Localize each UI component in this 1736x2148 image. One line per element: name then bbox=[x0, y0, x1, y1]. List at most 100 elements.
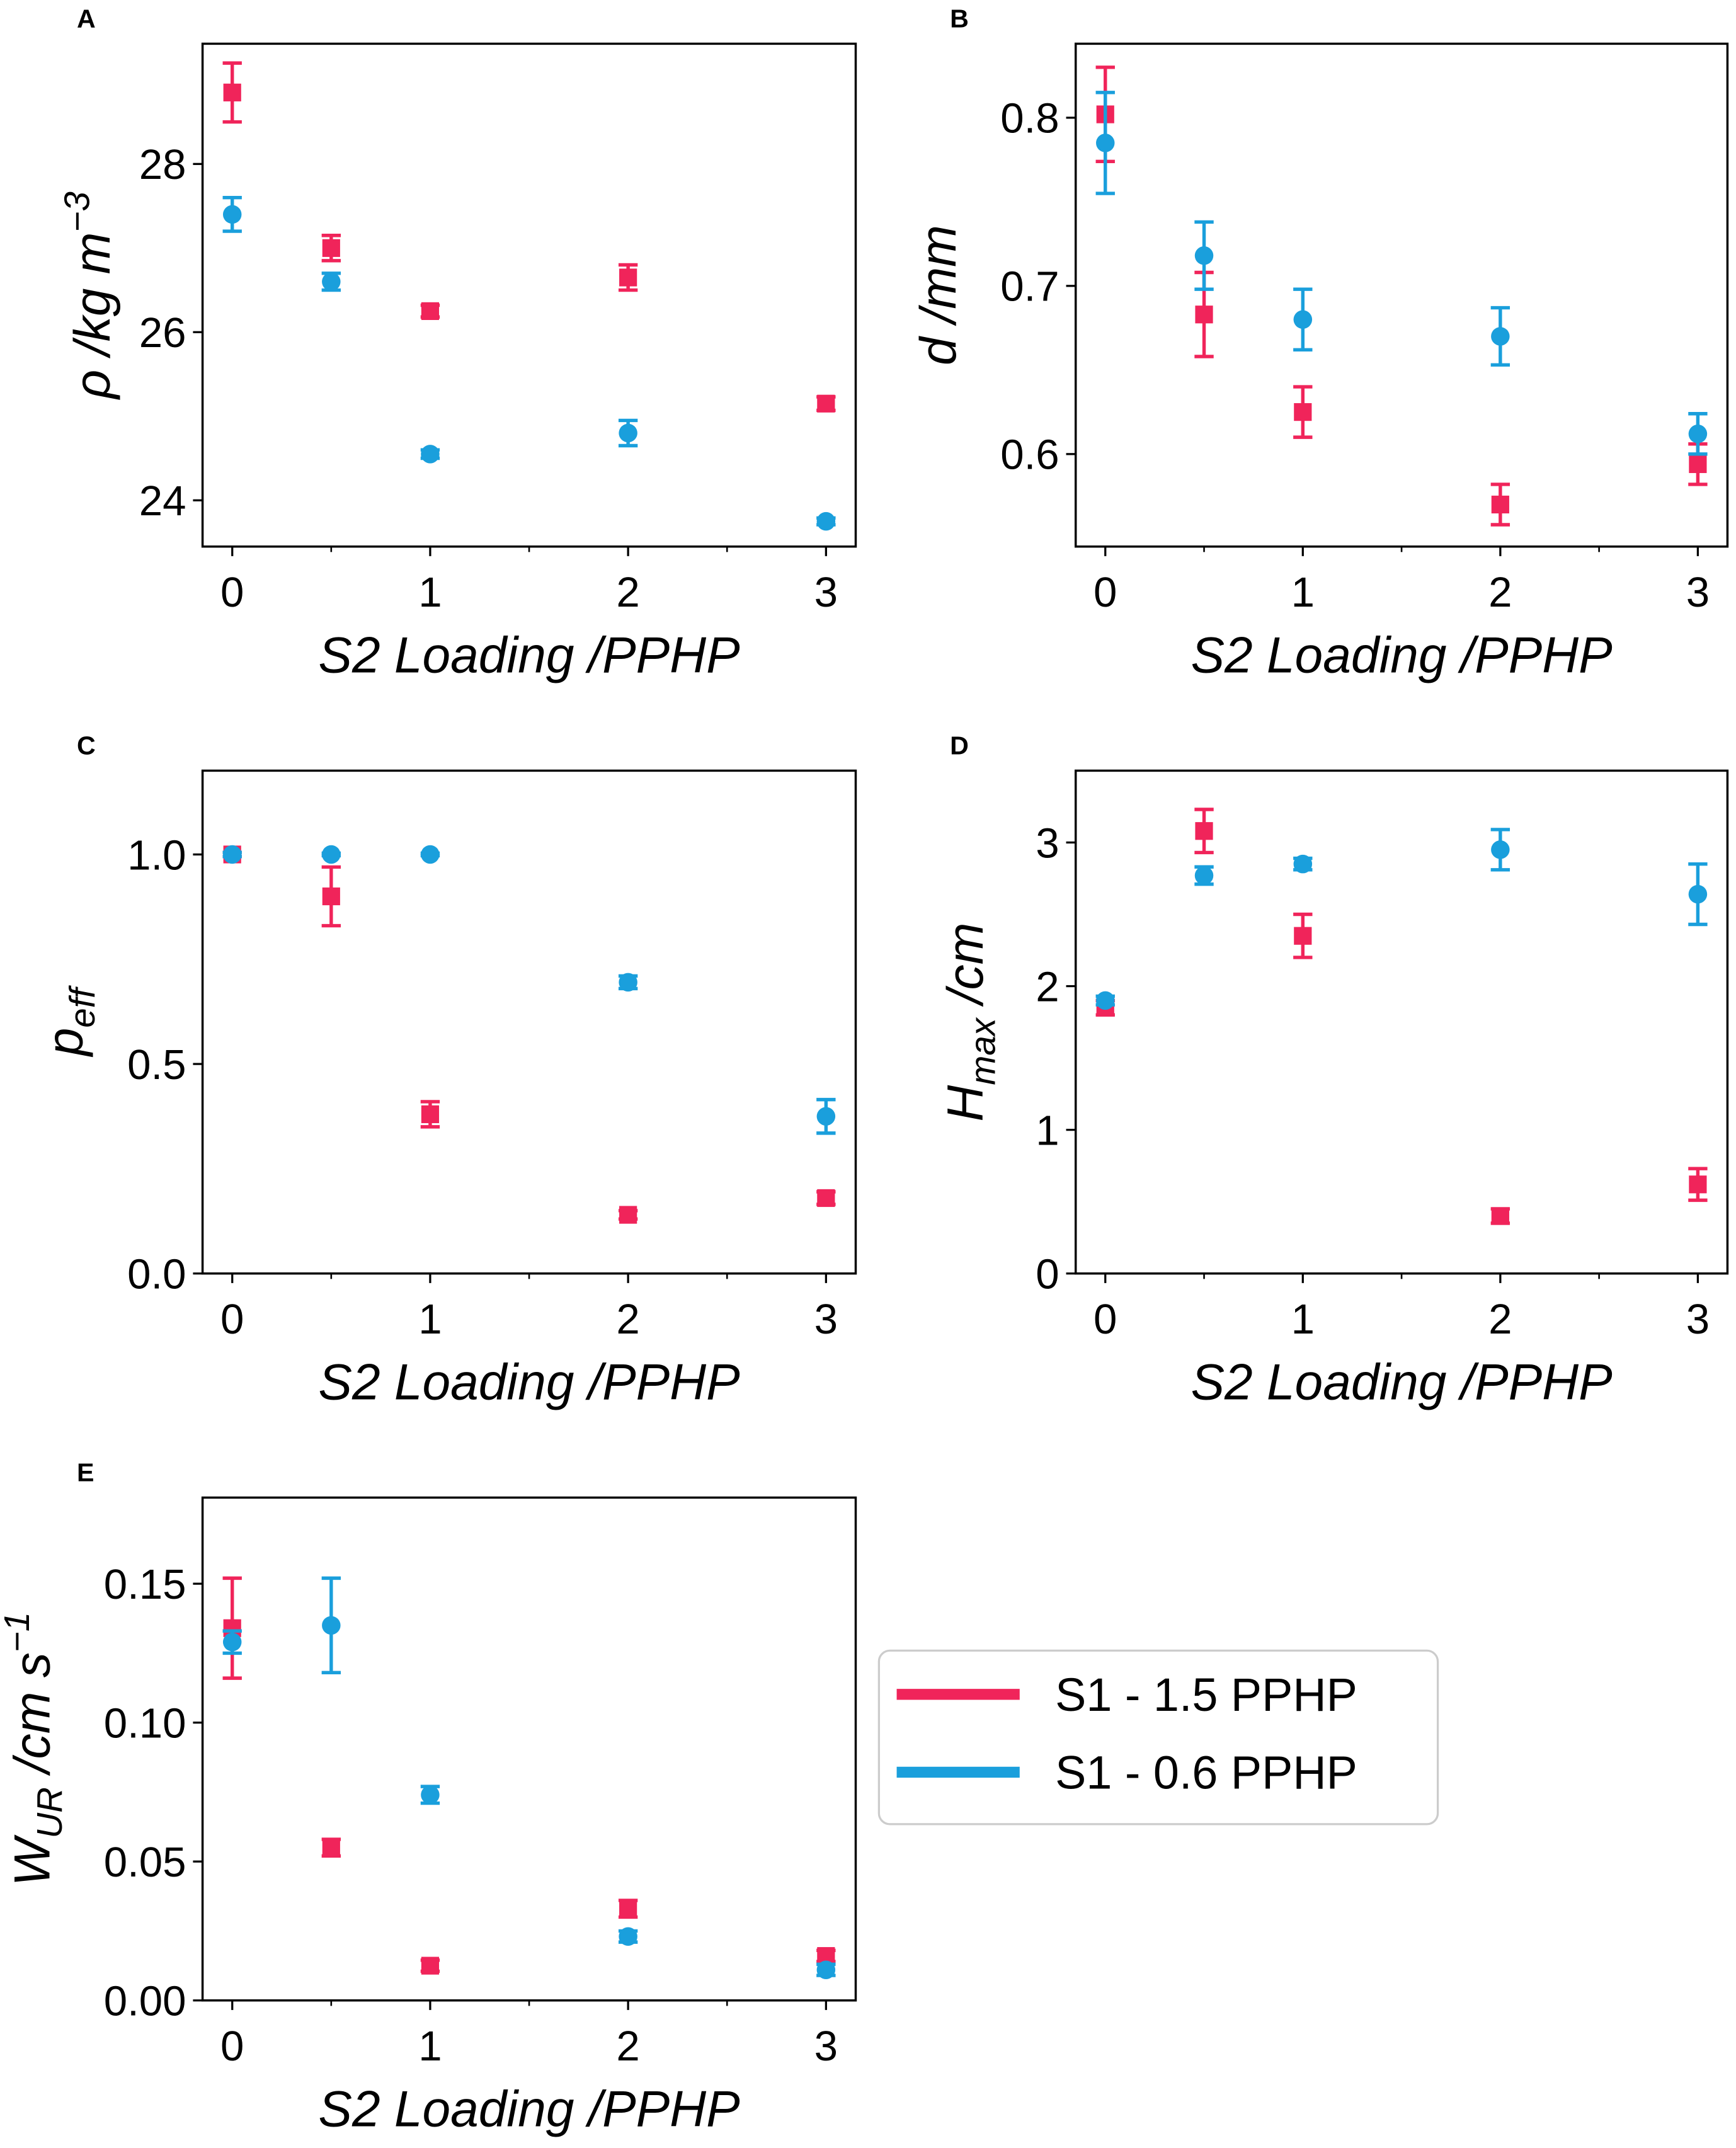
x-axis-label: S2 Loading /PPHP bbox=[318, 627, 740, 683]
y-tick-label: 0.0 bbox=[127, 1251, 186, 1298]
panel-letter: E bbox=[77, 1458, 94, 1487]
x-tick-label: 0 bbox=[220, 1296, 244, 1343]
y-axis-label: Hmax /cm bbox=[937, 923, 1003, 1122]
x-tick-label: 3 bbox=[814, 2023, 838, 2070]
data-point-square bbox=[1195, 306, 1213, 324]
data-point-circle bbox=[1491, 840, 1510, 859]
data-point-circle bbox=[222, 845, 242, 864]
y-tick-label: 0.15 bbox=[104, 1561, 186, 1608]
panel-d: D 0 1 2 3 0 1 2 3 S2 Loading /PPHP Hmax /cm bbox=[937, 731, 1729, 1410]
data-point-square bbox=[1294, 403, 1312, 421]
y-tick-label: 0 bbox=[1036, 1251, 1059, 1298]
legend: S1 - 1.5 PPHP S1 - 0.6 PPHP bbox=[877, 1649, 1439, 1825]
x-tick-label: 0 bbox=[220, 2023, 244, 2070]
data-point-square bbox=[619, 1206, 637, 1224]
y-label-subscript: UR bbox=[30, 1787, 69, 1838]
x-axis-label: S2 Loading /PPHP bbox=[318, 2081, 740, 2137]
data-point-square bbox=[1491, 1207, 1509, 1225]
y-label-main: p bbox=[37, 1028, 94, 1058]
data-point-square bbox=[1689, 455, 1707, 473]
data-point-circle bbox=[1194, 246, 1214, 265]
y-label-unit: /cm s bbox=[4, 1652, 61, 1787]
x-tick-label: 1 bbox=[418, 2023, 442, 2070]
data-point-square bbox=[223, 83, 241, 101]
data-point-circle bbox=[1688, 884, 1708, 904]
y-tick-label: 0.10 bbox=[104, 1700, 186, 1747]
series-s1-1-5-pphp bbox=[222, 61, 836, 413]
data-point-circle bbox=[322, 272, 341, 291]
data-point-square bbox=[817, 1189, 835, 1208]
y-tick-label: 0.5 bbox=[127, 1041, 186, 1088]
y-label-unit: /cm bbox=[937, 923, 994, 1019]
data-point-square bbox=[1195, 822, 1213, 840]
data-point-circle bbox=[619, 973, 637, 992]
data-point-circle bbox=[222, 205, 242, 224]
y-tick-label: 26 bbox=[139, 309, 186, 357]
y-axis-label: WUR /cm s−1 bbox=[0, 1612, 69, 1886]
data-point-circle bbox=[322, 845, 341, 864]
y-tick-label: 24 bbox=[139, 477, 186, 525]
y-label-superscript: −1 bbox=[0, 1612, 37, 1652]
y-label-main: ρ /kg m bbox=[64, 232, 121, 399]
y-tick-label: 3 bbox=[1036, 820, 1059, 867]
y-tick-label: 1 bbox=[1036, 1107, 1059, 1154]
y-label-subscript: eff bbox=[62, 985, 102, 1028]
x-tick-label: 3 bbox=[1686, 569, 1710, 616]
x-tick-label: 2 bbox=[1488, 569, 1512, 616]
data-point-square bbox=[421, 1105, 440, 1124]
data-point-square bbox=[1689, 1175, 1707, 1194]
data-point-square bbox=[1491, 495, 1509, 514]
data-point-square bbox=[421, 302, 440, 321]
legend-label-s1-0-6: S1 - 0.6 PPHP bbox=[1055, 1746, 1357, 1798]
panel-a: A 0 1 2 3 24 26 28 S2 Loading /PPHP ρ /kg m−3 bbox=[57, 4, 857, 683]
series-s1-1-5-pphp bbox=[222, 1576, 836, 1975]
x-tick-label: 2 bbox=[616, 569, 639, 616]
panel-e: E 0 1 2 3 0.00 0.05 0.10 0.15 S2 Loading /PPHP WUR… bbox=[0, 1458, 857, 2137]
y-tick-label: 0.7 bbox=[1000, 263, 1059, 311]
data-point-circle bbox=[1293, 310, 1313, 329]
data-point-circle bbox=[1688, 425, 1708, 443]
axes-frame bbox=[201, 42, 857, 548]
x-tick-label: 0 bbox=[1094, 1296, 1117, 1343]
panel-letter: B bbox=[950, 4, 969, 33]
y-label-subscript: max bbox=[963, 1017, 1003, 1085]
data-point-circle bbox=[816, 1107, 836, 1126]
x-axis-label: S2 Loading /PPHP bbox=[1191, 627, 1613, 683]
y-label-main: W bbox=[4, 1834, 61, 1886]
y-tick-label: 0.05 bbox=[104, 1839, 186, 1886]
data-point-circle bbox=[421, 845, 440, 864]
data-point-circle bbox=[322, 1616, 341, 1635]
panel-c: C 0 1 2 3 0.0 0.5 1.0 S2 Loading /PPHP peff bbox=[37, 731, 857, 1410]
data-point-circle bbox=[222, 1633, 242, 1652]
data-point-circle bbox=[1194, 866, 1214, 885]
series-s1-1-5-pphp bbox=[1095, 808, 1708, 1225]
y-tick-label: 0.8 bbox=[1000, 95, 1059, 142]
x-tick-label: 1 bbox=[418, 1296, 442, 1343]
y-label-superscript: −3 bbox=[57, 191, 97, 232]
x-tick-label: 3 bbox=[1686, 1296, 1710, 1343]
x-tick-label: 2 bbox=[616, 1296, 639, 1343]
data-point-square bbox=[322, 239, 340, 257]
x-tick-label: 2 bbox=[1488, 1296, 1512, 1343]
axes-frame bbox=[201, 769, 857, 1275]
data-point-circle bbox=[1293, 854, 1313, 874]
axes-frame bbox=[201, 1496, 857, 2002]
series-s1-1-5-pphp bbox=[1095, 66, 1708, 527]
data-point-square bbox=[619, 1900, 637, 1918]
series-s1-1-5-pphp bbox=[222, 845, 836, 1224]
panel-letter: D bbox=[950, 731, 969, 760]
series-s1-0-6-pphp bbox=[222, 195, 836, 531]
y-tick-label: 28 bbox=[139, 141, 186, 188]
data-point-square bbox=[1294, 927, 1312, 945]
data-point-square bbox=[817, 394, 835, 413]
data-point-square bbox=[619, 268, 637, 287]
series-s1-0-6-pphp bbox=[1095, 828, 1708, 1010]
x-tick-label: 0 bbox=[1094, 569, 1117, 616]
x-tick-label: 3 bbox=[814, 1296, 838, 1343]
y-label-main: H bbox=[937, 1085, 994, 1122]
data-point-square bbox=[322, 1839, 340, 1857]
y-axis-label: d /mm bbox=[910, 225, 967, 365]
y-axis-label: ρ /kg m−3 bbox=[57, 191, 122, 400]
y-label-main: d /mm bbox=[910, 225, 967, 365]
